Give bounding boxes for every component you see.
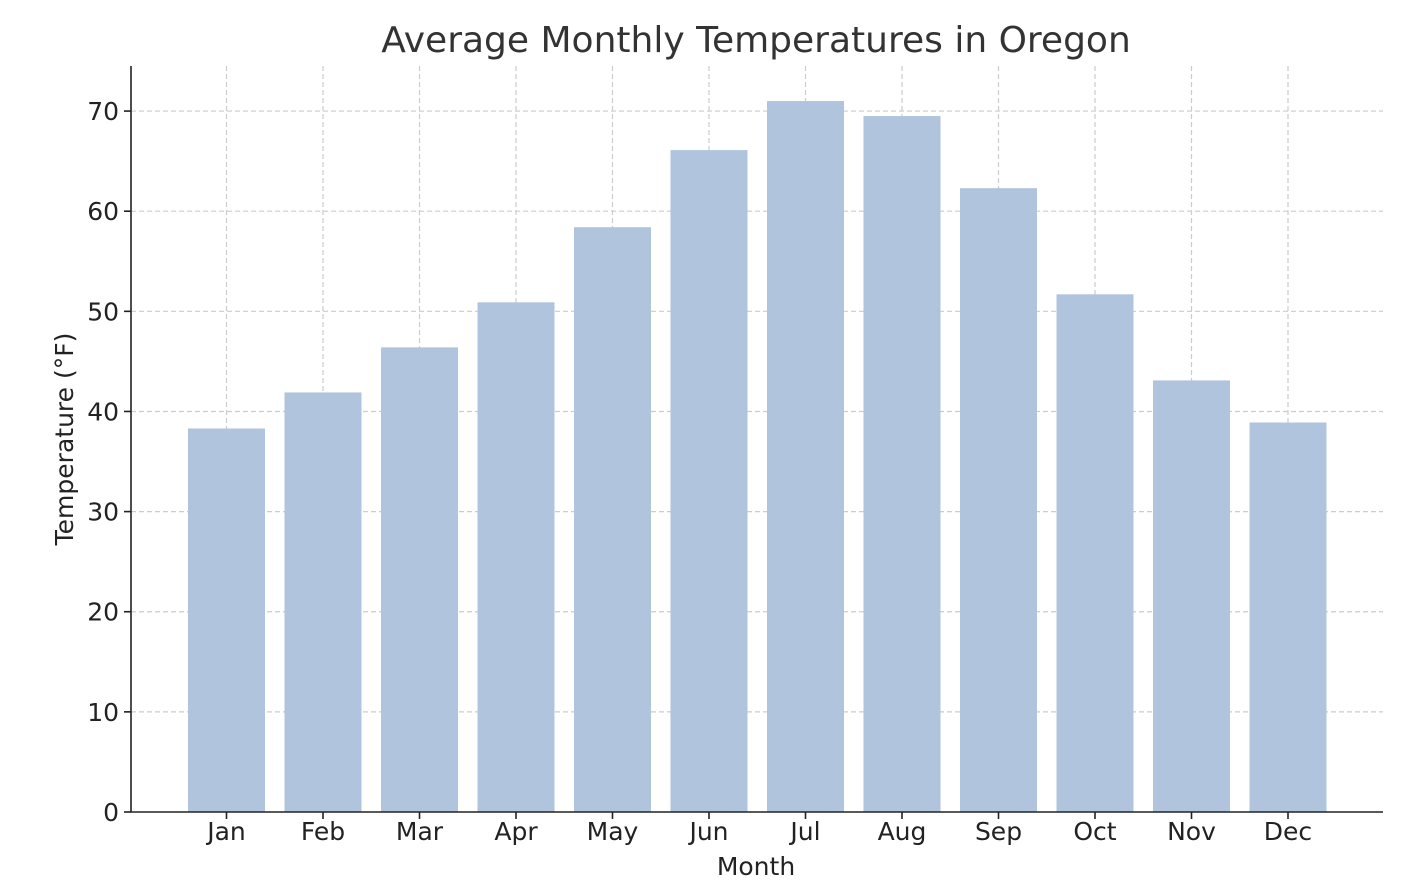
- x-tick-label: Nov: [1167, 817, 1216, 846]
- x-axis-label: Month: [717, 852, 795, 881]
- x-tick-label: Feb: [301, 817, 345, 846]
- bar-feb: [284, 392, 362, 812]
- bar-aug: [863, 116, 941, 812]
- y-tick-label: 0: [103, 798, 119, 827]
- bars: [188, 101, 1327, 813]
- x-tick-label: Jul: [788, 817, 820, 846]
- y-tick-label: 20: [87, 598, 119, 627]
- bar-jan: [188, 428, 265, 812]
- x-tick-label: Sep: [975, 817, 1022, 846]
- x-ticks: Jan Feb Mar Apr May Jun Jul Aug Sep Oct Nov Dec: [205, 812, 1312, 846]
- y-tick-label: 30: [87, 498, 119, 527]
- y-tick-label: 10: [87, 698, 119, 727]
- bar-dec: [1249, 422, 1327, 812]
- bar-apr: [477, 302, 555, 812]
- bar-sep: [960, 188, 1037, 812]
- y-ticks: 0 10 20 30 40 50 60 70: [87, 97, 131, 827]
- x-tick-label: Aug: [878, 817, 927, 846]
- x-tick-label: Oct: [1073, 817, 1116, 846]
- bar-jun: [670, 150, 748, 813]
- x-tick-label: May: [587, 817, 639, 846]
- y-axis-label: Temperature (°F): [50, 333, 79, 547]
- y-tick-label: 50: [87, 297, 119, 326]
- bar-may: [574, 227, 651, 812]
- y-tick-label: 60: [87, 197, 119, 226]
- bar-nov: [1153, 380, 1230, 812]
- x-tick-label: Mar: [396, 817, 444, 846]
- chart-title: Average Monthly Temperatures in Oregon: [381, 20, 1131, 61]
- y-tick-label: 70: [87, 97, 119, 126]
- bar-oct: [1056, 294, 1134, 812]
- y-tick-label: 40: [87, 397, 119, 426]
- x-tick-label: Apr: [494, 817, 538, 846]
- x-tick-label: Dec: [1264, 817, 1312, 846]
- x-tick-label: Jun: [687, 817, 728, 846]
- bar-jul: [767, 101, 844, 812]
- bar-mar: [381, 347, 458, 812]
- x-tick-label: Jan: [205, 817, 246, 846]
